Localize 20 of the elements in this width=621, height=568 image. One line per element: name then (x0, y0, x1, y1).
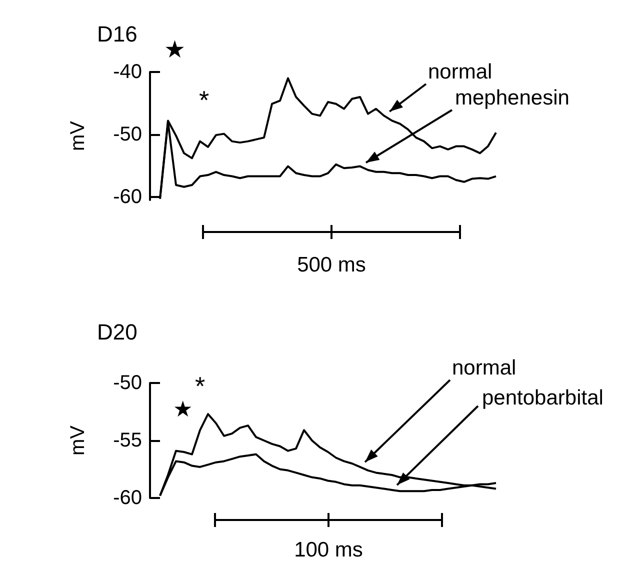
chart-title: D16 (97, 22, 138, 46)
y-tick-label: -60 (113, 186, 142, 208)
text: ★ (164, 36, 186, 64)
y-axis-title: mV (67, 424, 89, 456)
text: pentobarbital (482, 386, 604, 410)
y-tick-label: -60 (113, 487, 142, 509)
annotation: ★ (173, 396, 193, 422)
y-tick-label: -40 (113, 61, 142, 83)
y-tick-label: -50 (113, 123, 142, 146)
y-axis-title: mV (67, 120, 89, 151)
chart-title: D20 (97, 320, 138, 344)
annotation: * (194, 371, 206, 401)
text: 100 ms (294, 538, 363, 562)
text: 500 ms (297, 254, 366, 276)
y-tick-label: -55 (113, 430, 142, 452)
y-tick-label: -50 (113, 372, 142, 394)
text: normal (428, 60, 492, 84)
text: normal (452, 356, 516, 380)
annotation: * (198, 85, 210, 115)
legend-label: mephenesin (455, 86, 570, 110)
